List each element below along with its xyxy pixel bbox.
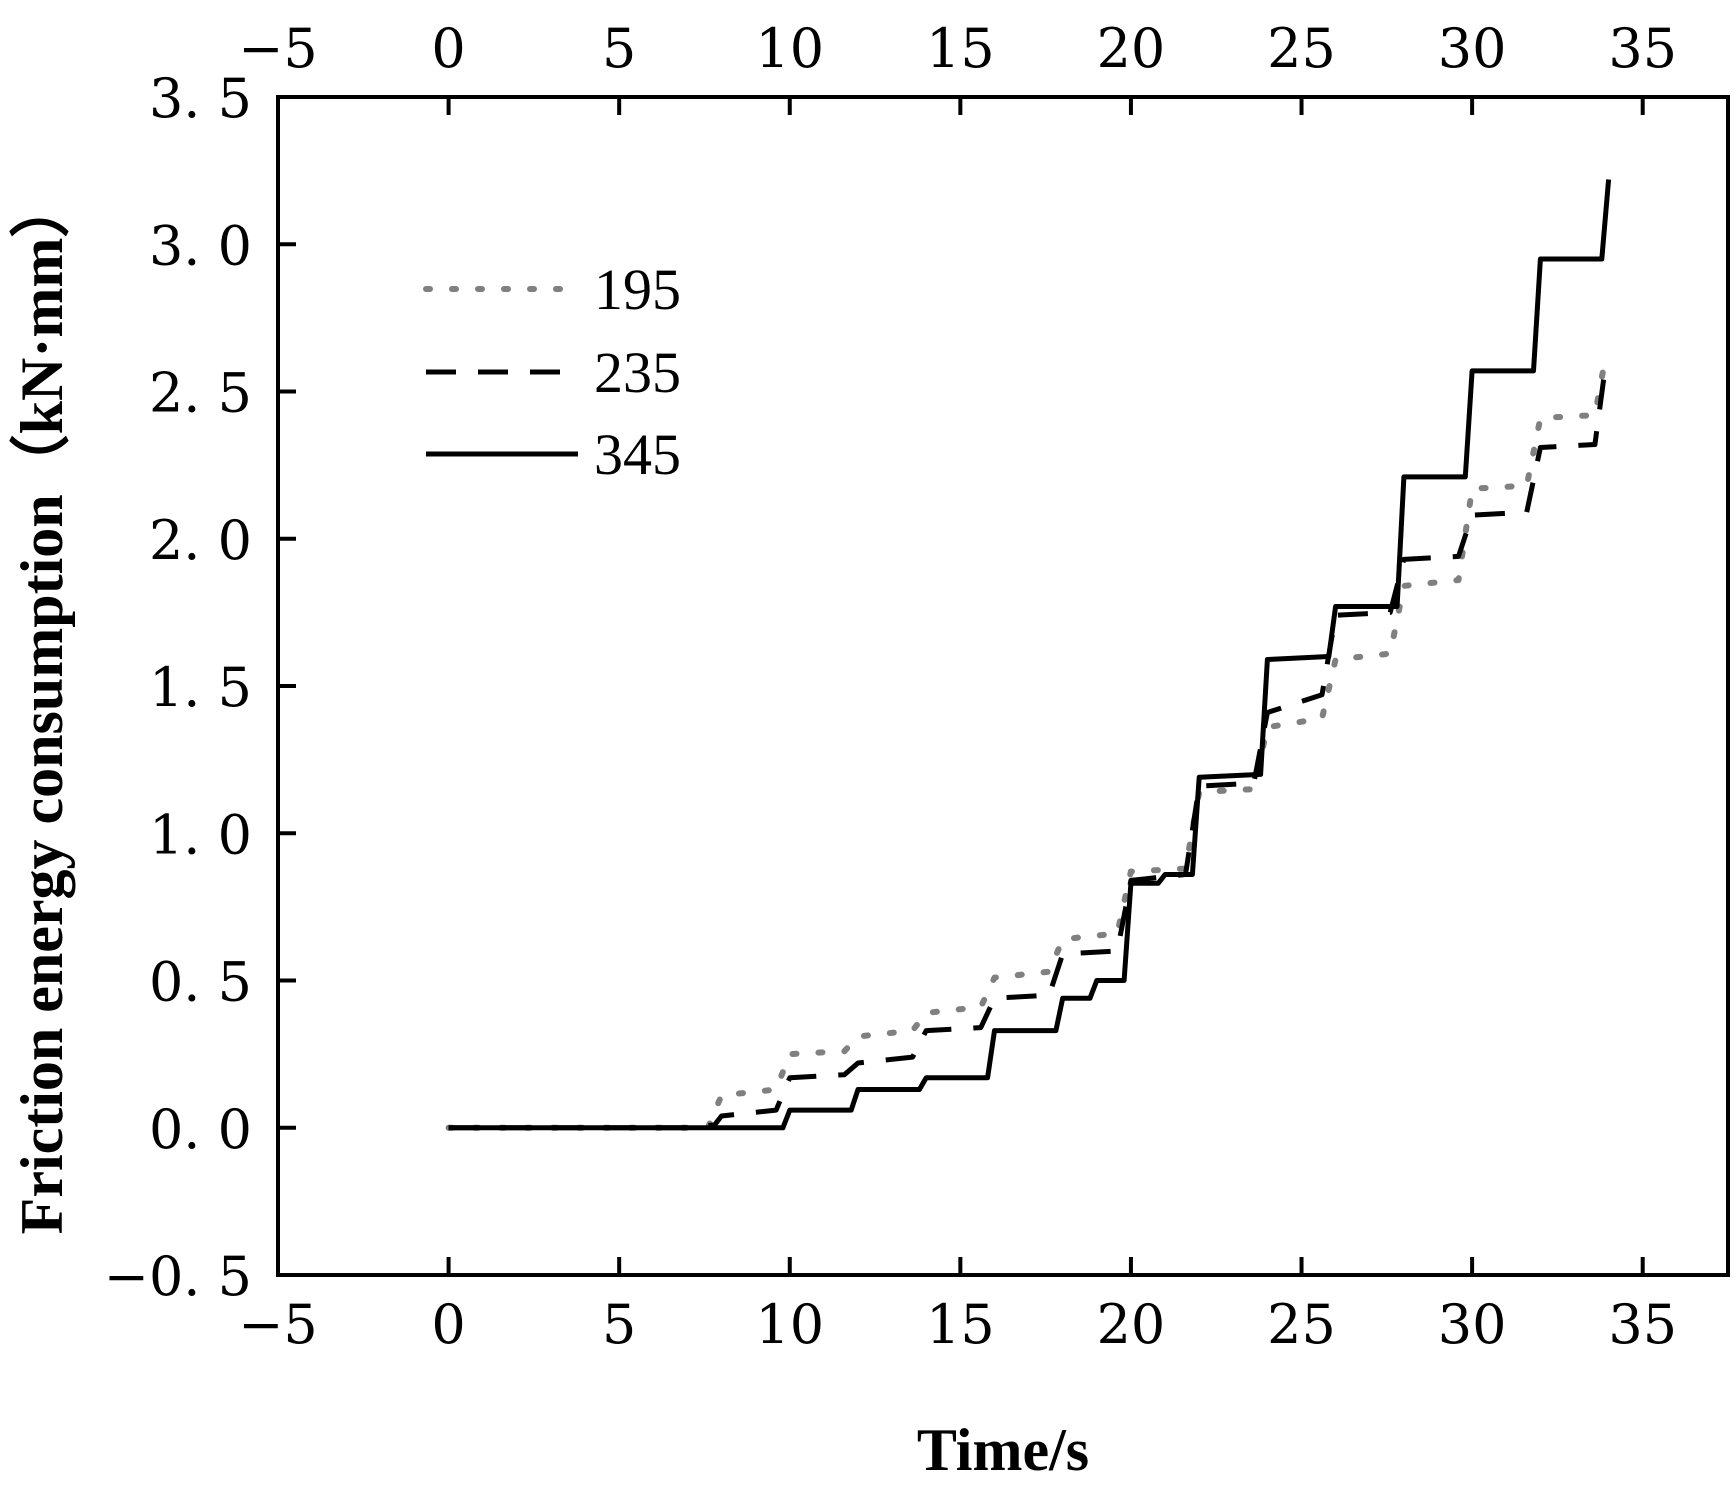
x-tick-label-bottom: 15 — [926, 1293, 995, 1356]
ticks-group: −5 −5 0 0 5 5 10 10 15 15 20 20 25 25 30 30 35 35 −0. 5 0. … — [104, 17, 1677, 1356]
series-line-235 — [448, 367, 1608, 1131]
plot-frame — [276, 95, 1730, 1277]
y-tick-label: 1. 0 — [149, 803, 252, 866]
x-tick-label-bottom: 5 — [602, 1293, 636, 1356]
x-axis-title: Time/s — [917, 1417, 1089, 1483]
y-tick-label: 0. 5 — [149, 951, 252, 1014]
x-tick-label-bottom: 30 — [1438, 1293, 1507, 1356]
y-axis-title: Friction energy consumption（kN·mm） — [8, 178, 75, 1235]
y-tick-label: 0. 0 — [149, 1098, 252, 1161]
y-tick-label: −0. 5 — [104, 1245, 252, 1308]
x-tick-label-bottom: 10 — [755, 1293, 824, 1356]
x-tick-label-bottom: 0 — [431, 1293, 465, 1356]
x-tick-label-top: 20 — [1097, 17, 1166, 80]
x-tick-label-bottom: 25 — [1267, 1293, 1336, 1356]
x-tick-label-top: 15 — [926, 17, 995, 80]
y-tick-label: 2. 5 — [149, 362, 252, 425]
legend-label-235: 235 — [594, 340, 681, 405]
y-tick-label: 3. 5 — [149, 67, 252, 130]
x-tick-label-top: 5 — [602, 17, 636, 80]
legend-label-345: 345 — [594, 422, 681, 487]
x-tick-label-top: −5 — [238, 17, 318, 80]
x-tick-label-bottom: 35 — [1608, 1293, 1677, 1356]
x-tick-label-top: 0 — [431, 17, 465, 80]
plot-area — [276, 95, 1730, 1277]
series-line-345 — [448, 179, 1612, 1131]
series-group — [445, 179, 1612, 1131]
x-tick-label-bottom: −5 — [238, 1293, 318, 1356]
y-tick-label: 1. 5 — [149, 656, 252, 719]
x-tick-label-top: 25 — [1267, 17, 1336, 80]
y-tick-label: 2. 0 — [149, 509, 252, 572]
legend: 195 235 345 — [423, 257, 681, 487]
x-tick-label-bottom: 20 — [1097, 1293, 1166, 1356]
x-tick-label-top: 30 — [1438, 17, 1507, 80]
y-tick-label: 3. 0 — [149, 214, 252, 277]
legend-label-195: 195 — [594, 257, 681, 322]
x-tick-label-top: 10 — [755, 17, 824, 80]
x-tick-label-top: 35 — [1608, 17, 1677, 80]
